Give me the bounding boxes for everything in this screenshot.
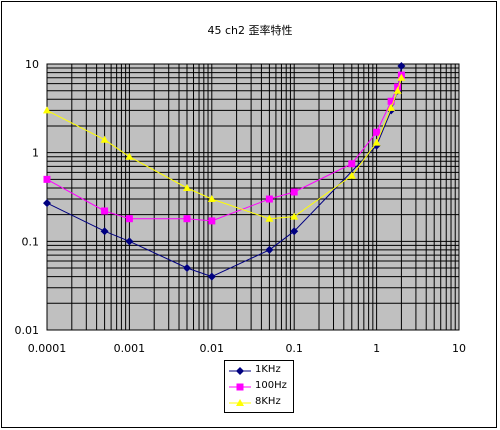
x-tick-label: 0.01: [200, 342, 225, 355]
data-point-8KHz: [290, 212, 299, 220]
data-point-8KHz: [387, 103, 396, 111]
data-point-8KHz: [347, 171, 356, 179]
data-point-1KHz: [265, 245, 274, 254]
legend-item: 100Hz: [225, 379, 293, 395]
y-tick-label: 0.1: [22, 235, 40, 248]
legend-item: 8KHz: [225, 395, 293, 411]
legend-item: 1KHz: [225, 363, 293, 379]
data-point-8KHz: [265, 214, 274, 222]
legend: 1KHz 100Hz 8KHz: [224, 360, 294, 413]
data-point-8KHz: [43, 106, 51, 114]
data-point-100Hz: [208, 217, 216, 225]
data-point-100Hz: [265, 195, 273, 203]
data-point-100Hz: [101, 207, 109, 215]
data-point-8KHz: [397, 73, 406, 81]
data-point-8KHz: [372, 138, 381, 146]
data-point-8KHz: [125, 152, 134, 160]
y-tick-label: 1: [32, 147, 39, 160]
x-tick-label: 1: [373, 342, 380, 355]
data-point-1KHz: [100, 227, 109, 236]
legend-label: 8KHz: [255, 396, 281, 407]
data-point-100Hz: [125, 215, 133, 223]
legend-label: 1KHz: [255, 364, 281, 375]
data-point-8KHz: [100, 135, 109, 143]
data-point-100Hz: [183, 215, 191, 223]
data-point-1KHz: [207, 272, 216, 281]
data-point-1KHz: [290, 227, 299, 236]
data-point-100Hz: [290, 188, 298, 196]
data-point-1KHz: [397, 61, 406, 70]
chart-title: 45 ch2 歪率特性: [207, 24, 293, 37]
data-point-8KHz: [182, 183, 191, 191]
x-tick-label: 0.001: [114, 342, 146, 355]
plot-background: [46, 63, 460, 331]
data-point-1KHz: [43, 199, 51, 208]
data-point-1KHz: [182, 264, 191, 273]
data-point-8KHz: [207, 195, 216, 203]
plot-border: [46, 63, 460, 331]
series-line-8KHz: [46, 77, 402, 220]
data-point-8KHz: [393, 86, 402, 94]
y-tick-label: 10: [25, 58, 39, 71]
data-point-100Hz: [348, 160, 356, 168]
legend-triangle-icon: [229, 399, 251, 406]
legend-square-icon: [229, 383, 251, 391]
legend-label: 100Hz: [255, 380, 287, 391]
y-tick-label: 0.01: [15, 324, 40, 337]
data-point-100Hz: [387, 97, 395, 105]
data-point-1KHz: [125, 237, 134, 246]
x-tick-label: 0.1: [285, 342, 303, 355]
x-tick-label: 10: [452, 342, 466, 355]
legend-diamond-icon: [229, 367, 251, 375]
data-point-100Hz: [43, 175, 51, 183]
x-tick-label: 0.0001: [28, 342, 67, 355]
data-point-100Hz: [373, 128, 381, 136]
